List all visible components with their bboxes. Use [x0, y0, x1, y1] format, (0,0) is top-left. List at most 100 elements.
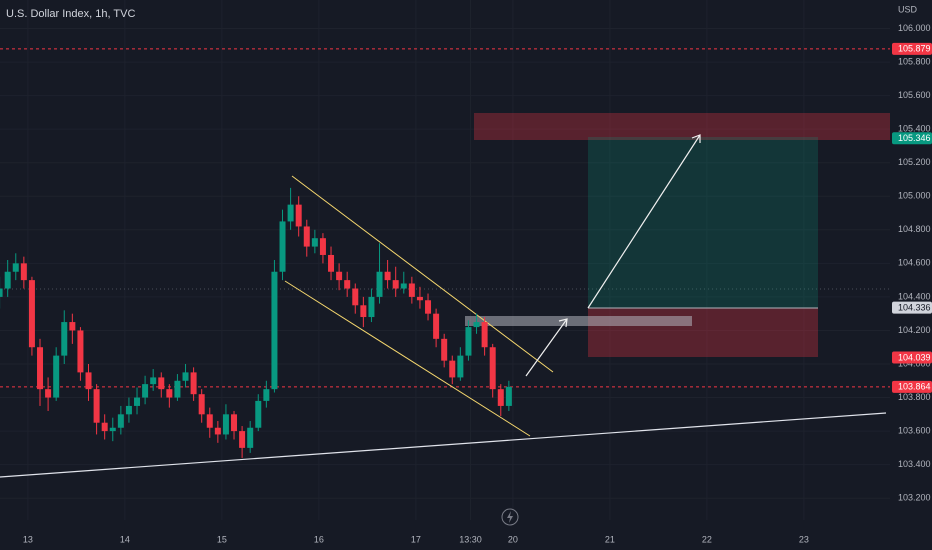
candle-body: [53, 355, 60, 398]
candle-body: [37, 347, 44, 390]
candle-body: [433, 313, 440, 339]
y-tick-label: 103.800: [898, 392, 931, 402]
candle-body: [441, 338, 448, 361]
candle-body: [489, 347, 496, 390]
candle-body: [109, 427, 116, 432]
candle-body: [368, 296, 375, 318]
arrow-1: [525, 318, 568, 377]
candle-body: [206, 414, 213, 428]
candle-body: [473, 322, 480, 328]
price-badge-label: 104.336: [898, 303, 931, 313]
candle-body: [125, 405, 132, 415]
candle-body: [263, 389, 270, 401]
y-unit: USD: [898, 4, 918, 14]
candle-body: [190, 372, 197, 395]
candle-body: [182, 372, 189, 381]
profit-zone: [588, 137, 818, 308]
candle-body: [392, 280, 399, 289]
y-tick-label: 103.200: [898, 493, 931, 503]
x-tick-label: 15: [217, 534, 227, 544]
trend-line: [0, 412, 887, 478]
price-badge: [892, 42, 932, 55]
candle-body: [214, 427, 221, 435]
y-tick-label: 105.200: [898, 157, 931, 167]
gray-zone: [465, 316, 692, 326]
y-tick-label: 103.600: [898, 425, 931, 435]
candle-body: [101, 422, 108, 432]
y-tick-label: 105.800: [898, 56, 931, 66]
candle-body: [303, 226, 310, 247]
candle-body: [352, 288, 359, 306]
x-tick-label: 16: [314, 534, 324, 544]
price-badge: [892, 132, 932, 145]
candle-body: [247, 427, 254, 448]
candle-body: [457, 355, 464, 378]
candle-body: [295, 204, 302, 227]
loss-zone: [588, 308, 818, 357]
candle-body: [77, 330, 84, 373]
x-tick-label: 21: [605, 534, 615, 544]
y-tick-label: 104.800: [898, 224, 931, 234]
candle-body: [222, 414, 229, 435]
candle-body: [85, 372, 92, 390]
y-tick-label: 104.400: [898, 291, 931, 301]
candle-body: [198, 394, 205, 415]
price-badge: [892, 351, 932, 364]
y-tick-label: 104.200: [898, 325, 931, 335]
candle-body: [61, 322, 68, 356]
arrow-2: [587, 134, 701, 309]
candle-body: [142, 384, 149, 398]
candle-body: [69, 322, 76, 331]
price-badge-label: 105.879: [898, 44, 931, 54]
candle-body: [319, 238, 326, 255]
candle-body: [134, 397, 141, 406]
candle-body: [271, 271, 278, 390]
replay-icon[interactable]: [501, 508, 519, 526]
x-tick-label: 13:30: [459, 534, 482, 544]
candle-body: [416, 296, 423, 301]
candle-body: [93, 389, 100, 423]
candle-body: [117, 414, 124, 428]
y-tick-label: 104.600: [898, 258, 931, 268]
grid: [0, 0, 890, 520]
price-badge: [892, 380, 932, 393]
y-tick-label: 106.000: [898, 23, 931, 33]
candle-body: [376, 271, 383, 297]
candle-body: [425, 300, 432, 314]
candles: [0, 187, 512, 458]
candle-body: [12, 263, 19, 272]
axes: 103.200103.400103.600103.800104.000104.2…: [23, 23, 932, 544]
candle-body: [497, 389, 504, 406]
price-badge-label: 103.864: [898, 382, 931, 392]
x-tick-label: 22: [702, 534, 712, 544]
y-tick-label: 105.000: [898, 191, 931, 201]
channel-bottom: [284, 280, 531, 437]
channel-top: [291, 175, 554, 373]
candle-body: [279, 221, 286, 272]
candle-body: [449, 360, 456, 378]
x-tick-label: 13: [23, 534, 33, 544]
candle-body: [174, 380, 181, 398]
price-axis: [890, 0, 932, 550]
candle-body: [400, 283, 407, 289]
candle-body: [336, 271, 343, 281]
candle-body: [328, 254, 335, 272]
candle-body: [465, 327, 472, 356]
candle-body: [481, 322, 488, 348]
candle-body: [287, 204, 294, 222]
candle-body: [384, 271, 391, 281]
x-tick-label: 20: [508, 534, 518, 544]
candle-body: [360, 305, 367, 318]
candle-body: [231, 414, 238, 432]
candle-body: [311, 238, 318, 247]
candle-body: [158, 377, 165, 390]
x-tick-label: 14: [120, 534, 130, 544]
chart-title: U.S. Dollar Index, 1h, TVC: [6, 8, 135, 20]
candle-body: [255, 400, 262, 428]
candle-body: [408, 283, 415, 297]
candle-body: [20, 263, 27, 281]
y-tick-label: 105.400: [898, 124, 931, 134]
x-tick-label: 17: [411, 534, 421, 544]
resistance-zone: [474, 113, 890, 140]
